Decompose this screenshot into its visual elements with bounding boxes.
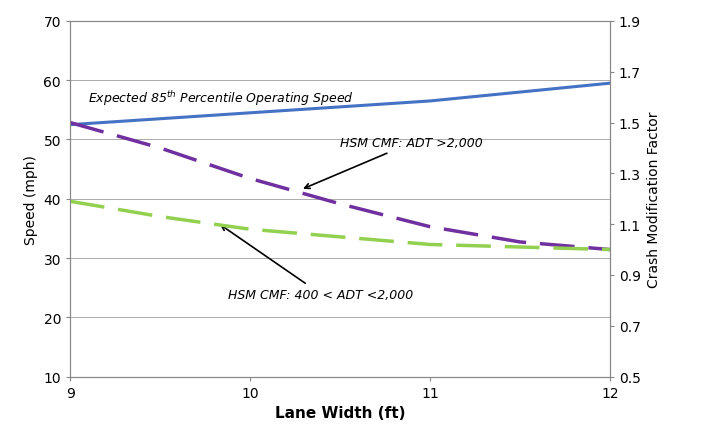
Text: HSM CMF: 400 < ADT <2,000: HSM CMF: 400 < ADT <2,000 [222, 226, 414, 301]
Text: HSM CMF: ADT >2,000: HSM CMF: ADT >2,000 [305, 137, 483, 189]
Text: Expected 85$^{th}$ Percentile Operating Speed: Expected 85$^{th}$ Percentile Operating … [88, 89, 354, 108]
X-axis label: Lane Width (ft): Lane Width (ft) [275, 405, 405, 420]
Y-axis label: Crash Modification Factor: Crash Modification Factor [646, 111, 660, 287]
Y-axis label: Speed (mph): Speed (mph) [24, 155, 38, 244]
